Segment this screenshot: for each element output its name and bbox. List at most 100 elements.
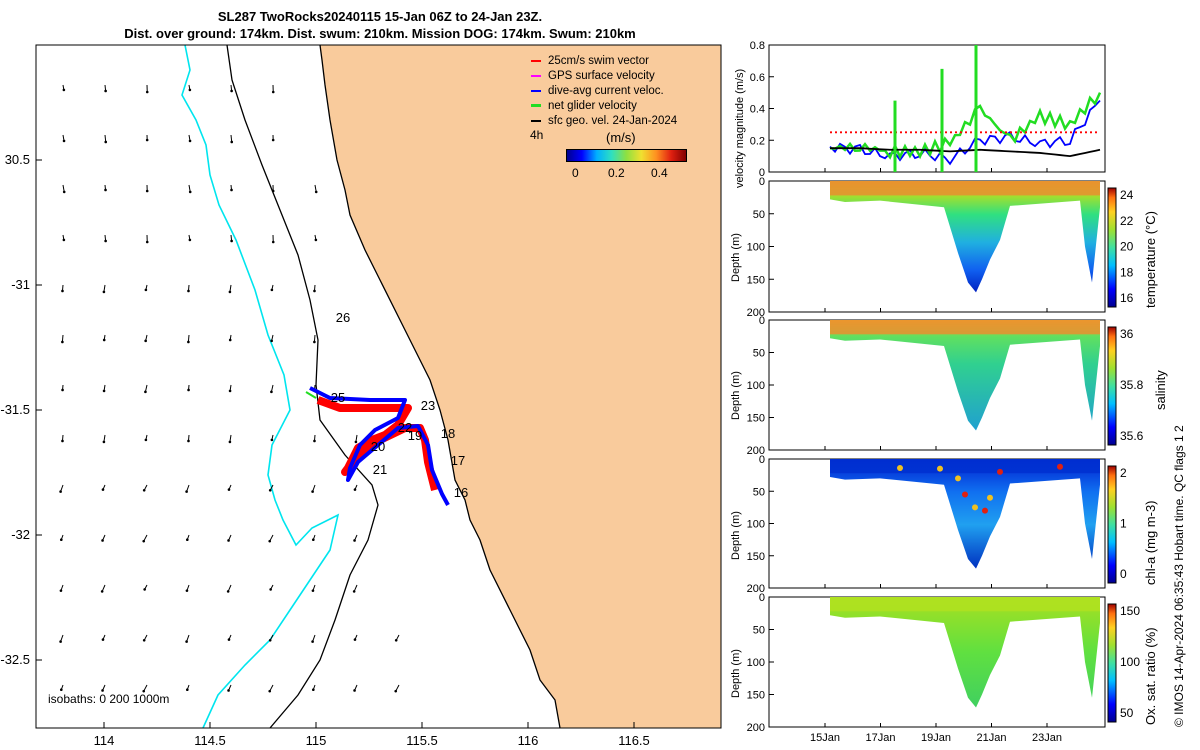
map-y-tick-label: -31.5 — [0, 402, 30, 417]
section-axes — [768, 596, 1106, 728]
colorbar-tick-label: 18 — [1120, 265, 1134, 279]
chart-title-line1: SL287 TwoRocks20240115 15-Jan 06Z to 24-… — [217, 9, 543, 24]
oxygen-cbar-label: Ox. sat. ratio (%) — [1143, 627, 1158, 725]
velocity-arrow-head — [101, 488, 105, 491]
velocity-arrow-head — [226, 590, 230, 593]
velocity-arrow-head — [269, 588, 272, 591]
chla-dot — [955, 475, 961, 482]
day-label: 19 — [408, 428, 422, 443]
day-label: 26 — [336, 310, 350, 325]
chla-dot — [987, 494, 993, 501]
map-x-tick-label: 116.5 — [618, 733, 650, 748]
section-fill — [830, 459, 1100, 569]
velocity-arrow-head — [352, 590, 356, 593]
velocity-arrow-head — [187, 340, 190, 344]
velocity-arrow-head — [268, 638, 272, 642]
velocity-arrows — [59, 84, 400, 693]
velocity-axes — [768, 44, 1106, 173]
velocity-arrow-head — [313, 289, 316, 293]
section-surface-layer — [830, 459, 1100, 474]
land — [320, 45, 721, 728]
section-colorbar — [1107, 187, 1117, 308]
velocity-arrow-head — [59, 538, 63, 541]
chla-dot — [1057, 463, 1063, 470]
salinity-cbar-label: salinity — [1153, 370, 1168, 410]
velocity-arrow-head — [59, 490, 62, 493]
date-tick-label: 15Jan — [810, 732, 840, 744]
velocity-arrow-head — [227, 689, 230, 692]
velocity-arrow-head — [188, 139, 192, 143]
section-axes — [768, 319, 1106, 451]
velocity-arrow-head — [185, 589, 189, 592]
velocity-arrow-head — [228, 440, 232, 444]
velocity-arrow-head — [142, 689, 146, 693]
velocity-arrow-head — [187, 289, 190, 293]
footer-stamp: © IMOS 14-Apr-2024 06:35:43 Hobart time.… — [1172, 425, 1186, 727]
legend-text: 25cm/s swim vector — [548, 55, 649, 67]
velocity-arrow-head — [188, 88, 192, 92]
velocity-arrow-head — [61, 340, 64, 344]
velocity-arrow-head — [187, 388, 190, 392]
day-label: 20 — [371, 439, 385, 454]
velocity-arrow-head — [314, 238, 318, 242]
chart-title-line2: Dist. over ground: 174km. Dist. swum: 21… — [124, 26, 636, 41]
day-label: 25 — [331, 390, 345, 405]
salinity-ylabel: Depth (m) — [730, 371, 742, 420]
velocity-arrow-head — [311, 538, 315, 541]
velocity-arrow-head — [62, 238, 66, 242]
velocity-arrow-head — [185, 490, 188, 493]
isobath-1000 — [181, 45, 340, 728]
colorbar-tick-label: 2 — [1120, 466, 1127, 480]
colorbar-tick-label: 35.8 — [1120, 378, 1144, 392]
velocity-arrow-head — [311, 490, 314, 493]
velocity-arrow-head — [314, 190, 318, 194]
glider-track-blue — [309, 386, 450, 506]
velocity-arrow-head — [102, 338, 106, 342]
chla-dot — [997, 468, 1003, 475]
speed-colorbar — [566, 149, 687, 162]
velocity-arrow-head — [230, 239, 233, 243]
velocity-arrow-head — [104, 89, 107, 93]
velocity-arrow-head — [101, 539, 104, 542]
day-label: 18 — [441, 426, 455, 441]
velocity-arrow-head — [271, 189, 275, 193]
oxygen-ylabel: Depth (m) — [730, 649, 742, 698]
velocity-arrow-head — [394, 689, 398, 693]
velocity-arrow-head — [353, 689, 356, 692]
day-label: 22 — [398, 420, 412, 435]
velocity-arrow-head — [227, 539, 230, 542]
velocity-arrow-head — [353, 539, 356, 542]
map-x-tick-label: 115.5 — [406, 733, 438, 748]
day-label: 16 — [454, 485, 468, 500]
date-tick-label: 17Jan — [866, 732, 896, 744]
colorbar-tick-label: 0 — [1120, 567, 1127, 581]
velocity-arrow-head — [62, 190, 66, 194]
colorbar-tick-label: 16 — [1120, 291, 1134, 305]
velocity-arrow-head — [353, 638, 357, 641]
map-x-tick-label: 114.5 — [194, 733, 226, 748]
map-x-tick-label: 115 — [306, 733, 327, 748]
section-fill — [830, 597, 1100, 708]
legend-swatch-magenta — [531, 74, 541, 77]
colorbar-tick-label: 35.6 — [1120, 429, 1144, 443]
velocity-arrow-head — [102, 389, 106, 393]
chla-dot — [982, 507, 988, 514]
velocity-arrow-head — [104, 239, 107, 243]
velocity-arrow-head — [145, 240, 149, 244]
velocity-arrow-head — [142, 638, 146, 642]
velocity-arrow-head — [228, 290, 232, 294]
section-fill — [830, 181, 1100, 293]
velocity-arrow-head — [144, 288, 148, 292]
panels-group: 00.20.40.60.8050100150200242220181605010… — [747, 40, 1144, 744]
velocity-arrow-head — [185, 640, 188, 643]
velocity-arrow-head — [62, 88, 66, 92]
velocity-arrow-head — [104, 188, 107, 192]
velocity-arrow-head — [101, 689, 104, 692]
chla-dot — [897, 465, 903, 472]
colorbar-unit: (m/s) — [606, 130, 636, 145]
velocity-arrow-head — [227, 638, 231, 641]
velocity-arrow-head — [228, 389, 232, 393]
map-y-tick-label: -31 — [11, 277, 30, 292]
legend-item: dive-avg current veloc. — [531, 84, 677, 99]
section-colorbar — [1107, 603, 1117, 723]
